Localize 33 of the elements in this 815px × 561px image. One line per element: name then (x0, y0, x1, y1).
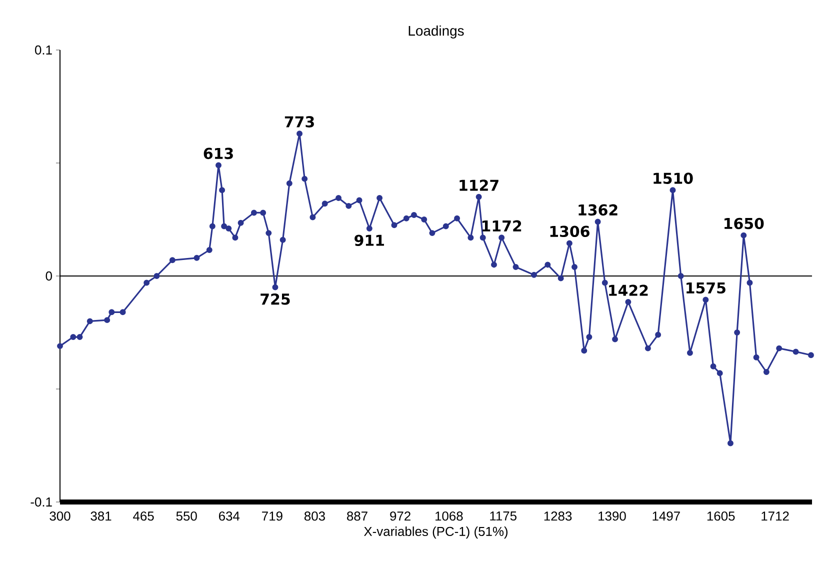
annotation: 1127 (460, 180, 498, 191)
annotation: 1422 (609, 284, 648, 296)
annotation: 1650 (724, 218, 764, 230)
annotation: 613 (204, 148, 233, 160)
y-tick-label: -0.1 (30, 497, 52, 507)
x-tick-label: 381 (90, 511, 112, 521)
annotation: 1362 (578, 204, 618, 216)
chart-title: Loadings (408, 26, 464, 38)
annotation: 1172 (482, 220, 522, 232)
x-tick-label: 465 (133, 511, 154, 521)
y-tick-label: 0.1 (34, 45, 52, 55)
x-tick-label: 1390 (598, 511, 626, 521)
x-tick-label: 1283 (544, 511, 572, 521)
x-tick-label: 550 (176, 511, 197, 521)
x-tick-label: 972 (390, 511, 410, 521)
x-tick-label: 719 (262, 511, 282, 521)
x-axis-title: X-variables (PC-1) (51%) (364, 526, 508, 539)
x-tick-label: 1605 (707, 511, 735, 521)
annotation: 1306 (550, 226, 590, 238)
annotation: 725 (260, 293, 290, 305)
x-tick-label: 300 (50, 511, 70, 521)
y-tick-label: 0 (46, 271, 52, 281)
annotation: 773 (284, 116, 314, 128)
x-tick-label: 803 (304, 511, 325, 521)
annotation: 1510 (654, 172, 693, 184)
x-tick-label: 1068 (435, 511, 463, 521)
x-tick-label: 1175 (490, 512, 516, 521)
x-tick-label: 887 (347, 511, 368, 521)
annotation: 1575 (686, 282, 726, 294)
x-tick-label: 1497 (652, 511, 680, 521)
annotation: 911 (354, 234, 384, 246)
x-tick-label: 634 (218, 511, 240, 521)
x-tick-label: 1712 (762, 511, 789, 521)
